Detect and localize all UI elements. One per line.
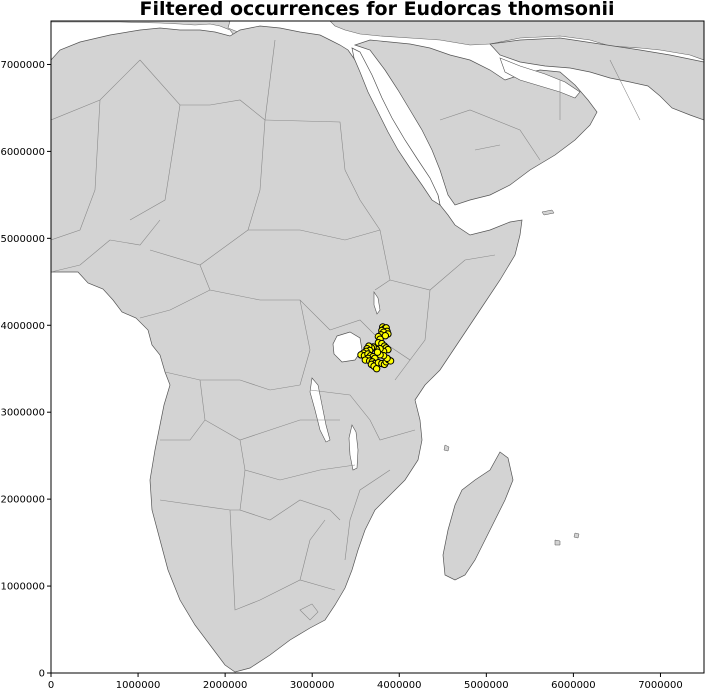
land-socotra — [541, 209, 555, 216]
land-mauritius — [573, 532, 580, 539]
occurrence-point — [372, 365, 381, 373]
land-africa — [51, 25, 523, 673]
land-madagascar — [442, 451, 514, 581]
plot-frame — [50, 20, 705, 674]
y-tick-label: 6000000 — [0, 147, 45, 158]
y-axis: 0 1000000 2000000 3000000 4000000 5000000 6000… — [0, 60, 51, 680]
red-sea — [351, 47, 441, 206]
x-tick-label: 3000000 — [290, 680, 335, 690]
y-tick-label: 4000000 — [0, 321, 45, 332]
lake-tanganyika — [309, 377, 331, 443]
x-tick-label: 5000000 — [464, 680, 509, 690]
y-tick-label: 1000000 — [0, 582, 45, 593]
x-tick-label: 6000000 — [551, 680, 596, 690]
land-iran — [489, 37, 704, 121]
y-tick-label: 2000000 — [0, 495, 45, 506]
y-tick-label: 7000000 — [0, 60, 45, 71]
x-tick-label: 1000000 — [116, 680, 161, 690]
x-tick-label: 0 — [48, 680, 54, 690]
lake-malawi — [348, 424, 359, 471]
x-axis: 0 1000000 2000000 3000000 4000000 5000000 6000… — [48, 673, 683, 690]
occurrence-point — [373, 348, 382, 356]
map-area — [51, 21, 704, 673]
land-turkey-levant — [329, 21, 704, 61]
chart-title: Filtered occurrences for Eudorcas thomso… — [140, 0, 615, 20]
x-tick-label: 7000000 — [638, 680, 683, 690]
x-tick-label: 2000000 — [203, 680, 248, 690]
land-reunion — [554, 539, 561, 546]
y-tick-label: 0 — [39, 669, 45, 680]
lake-victoria — [332, 331, 363, 363]
x-tick-label: 4000000 — [377, 680, 422, 690]
country-borders — [51, 39, 641, 621]
y-tick-label: 5000000 — [0, 234, 45, 245]
occurrence-point — [381, 331, 390, 340]
land-comoros — [443, 444, 450, 452]
y-tick-label: 3000000 — [0, 408, 45, 419]
lake-turkana — [373, 291, 381, 315]
occurrence-points — [357, 323, 395, 373]
land-mediterranean-north — [51, 21, 239, 39]
